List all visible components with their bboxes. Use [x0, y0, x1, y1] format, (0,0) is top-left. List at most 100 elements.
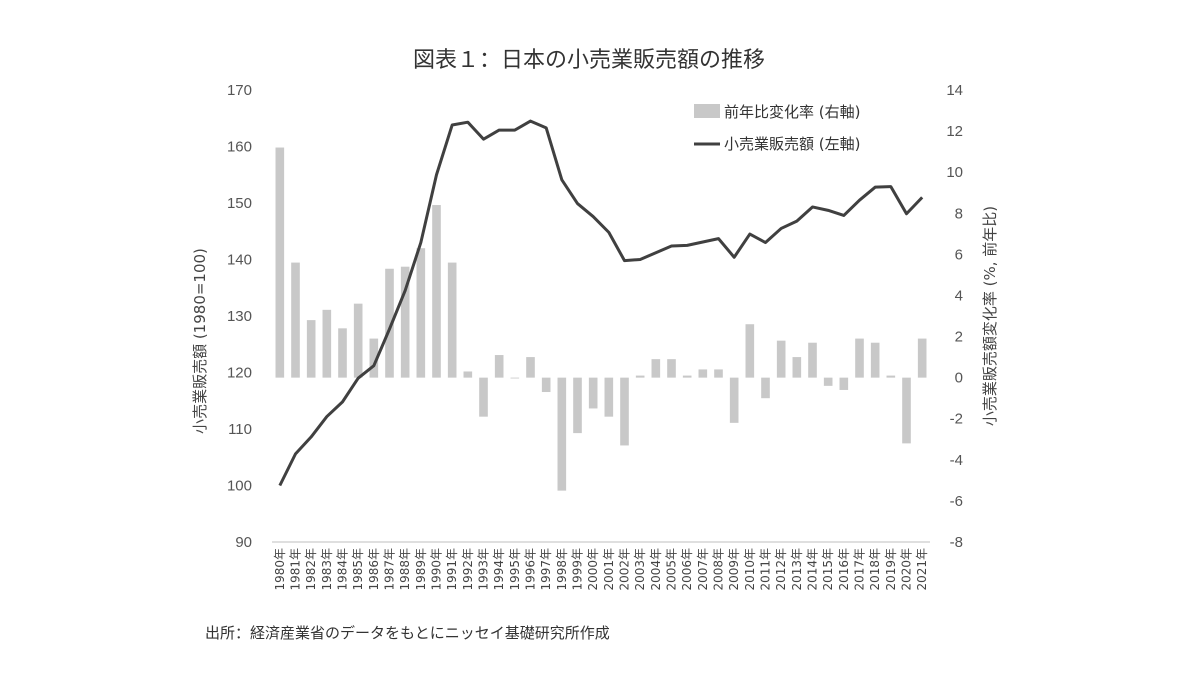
x-tick-2008年: 2008年 — [712, 548, 726, 591]
right-tick-8: 8 — [955, 205, 963, 222]
left-tick-160: 160 — [227, 139, 252, 156]
left-axis-label: 小売業販売額 (1980=100) — [191, 248, 209, 434]
x-tick-1987年: 1987年 — [383, 548, 397, 591]
bar-series — [275, 147, 927, 491]
x-tick-2015年: 2015年 — [821, 548, 835, 591]
x-tick-2000年: 2000年 — [586, 548, 600, 591]
right-tick-4: 4 — [955, 287, 963, 304]
x-tick-2007年: 2007年 — [696, 548, 710, 591]
x-tick-1991年: 1991年 — [445, 548, 459, 591]
legend-label-line: 小売業販売額 (左軸) — [724, 135, 860, 153]
right-tick-2: 2 — [955, 329, 963, 346]
bar-1985年 — [353, 303, 363, 378]
bar-1990年 — [432, 205, 441, 378]
bar-1999年 — [573, 377, 582, 434]
x-tick-1984年: 1984年 — [336, 548, 350, 591]
bar-1988年 — [400, 266, 410, 378]
bar-2003年 — [635, 375, 645, 378]
x-tick-1990年: 1990年 — [430, 548, 444, 591]
bar-2019年 — [886, 375, 896, 378]
x-tick-2011年: 2011年 — [759, 548, 773, 591]
bar-2008年 — [714, 369, 723, 378]
bar-2021年 — [917, 338, 927, 378]
x-tick-1996年: 1996年 — [524, 548, 538, 591]
legend-label-bar: 前年比変化率 (右軸) — [724, 103, 860, 121]
right-tick-12: 12 — [946, 123, 963, 140]
bar-1980年 — [275, 147, 285, 378]
x-tick-2002年: 2002年 — [618, 548, 632, 591]
x-tick-1980年: 1980年 — [273, 548, 287, 591]
x-tick-2021年: 2021年 — [915, 548, 929, 591]
bar-1996年 — [526, 357, 535, 378]
x-tick-2009年: 2009年 — [727, 548, 741, 591]
bar-1987年 — [385, 268, 394, 378]
right-tick-10: 10 — [946, 164, 963, 181]
bar-1991年 — [447, 262, 457, 378]
x-axis-ticks: 1980年 1981年 1982年 1983年 1984年 1985年 1986年 1987年… — [273, 548, 929, 591]
right-tick-0: 0 — [955, 370, 963, 387]
right-tick--2: -2 — [950, 411, 963, 428]
left-tick-100: 100 — [227, 478, 252, 495]
legend-swatch-bar — [694, 104, 720, 118]
right-tick-14: 14 — [946, 82, 963, 99]
chart-title: 図表１：日本の小売業販売額の推移 — [412, 48, 765, 73]
bar-2012年 — [776, 340, 786, 378]
bar-2014年 — [808, 342, 817, 378]
right-tick-6: 6 — [955, 246, 963, 263]
x-tick-1986年: 1986年 — [367, 548, 381, 591]
right-tick--8: -8 — [950, 534, 963, 551]
bar-1989年 — [416, 248, 426, 378]
x-tick-2010年: 2010年 — [743, 548, 757, 591]
left-tick-120: 120 — [227, 365, 252, 382]
x-tick-1999年: 1999年 — [571, 548, 585, 591]
legend: 前年比変化率 (右軸) 小売業販売額 (左軸) — [694, 103, 860, 153]
left-tick-110: 110 — [228, 421, 252, 438]
bar-2017年 — [855, 338, 864, 378]
bar-2000年 — [588, 377, 598, 409]
bar-1983年 — [322, 309, 332, 378]
x-tick-2020年: 2020年 — [900, 548, 914, 591]
x-tick-1985年: 1985年 — [351, 548, 365, 591]
left-tick-170: 170 — [227, 82, 252, 99]
x-tick-2001年: 2001年 — [602, 548, 616, 591]
x-tick-1981年: 1981年 — [289, 548, 303, 591]
x-tick-1992年: 1992年 — [461, 548, 475, 591]
right-tick--6: -6 — [950, 493, 963, 510]
x-tick-1993年: 1993年 — [477, 548, 491, 591]
left-tick-90: 90 — [235, 534, 252, 551]
x-tick-2012年: 2012年 — [774, 548, 788, 591]
left-axis-ticks: 90 100 110 120 130 140 150 160 170 — [227, 82, 252, 551]
bar-1995年 — [510, 377, 520, 379]
x-tick-2006年: 2006年 — [680, 548, 694, 591]
bar-1982年 — [306, 320, 316, 378]
bar-2007年 — [698, 369, 708, 378]
bar-2010年 — [745, 324, 755, 378]
bar-1986年 — [369, 338, 379, 378]
bar-2016年 — [839, 377, 849, 390]
bar-1992年 — [463, 371, 473, 378]
bar-2020年 — [902, 377, 911, 444]
bar-2015年 — [823, 377, 833, 386]
left-tick-150: 150 — [227, 195, 252, 212]
source-note: 出所：経済産業省のデータをもとにニッセイ基礎研究所作成 — [205, 624, 610, 642]
bar-1993年 — [479, 377, 488, 417]
right-tick--4: -4 — [950, 452, 963, 469]
x-tick-2005年: 2005年 — [665, 548, 679, 591]
bar-2006年 — [682, 375, 692, 378]
bar-2005年 — [667, 359, 676, 378]
x-tick-2013年: 2013年 — [790, 548, 804, 591]
x-tick-2004年: 2004年 — [649, 548, 663, 591]
x-tick-1994年: 1994年 — [492, 548, 506, 591]
bar-2018年 — [870, 342, 880, 378]
x-tick-2019年: 2019年 — [884, 548, 898, 591]
x-tick-1997年: 1997年 — [539, 548, 553, 591]
x-tick-1988年: 1988年 — [398, 548, 412, 591]
bar-2002年 — [620, 377, 629, 446]
x-tick-2003年: 2003年 — [633, 548, 647, 591]
left-tick-130: 130 — [227, 308, 252, 325]
bar-1981年 — [291, 262, 300, 378]
x-tick-1983年: 1983年 — [320, 548, 334, 591]
x-tick-1995年: 1995年 — [508, 548, 522, 591]
bar-1984年 — [338, 328, 347, 378]
bar-1998年 — [557, 377, 567, 491]
